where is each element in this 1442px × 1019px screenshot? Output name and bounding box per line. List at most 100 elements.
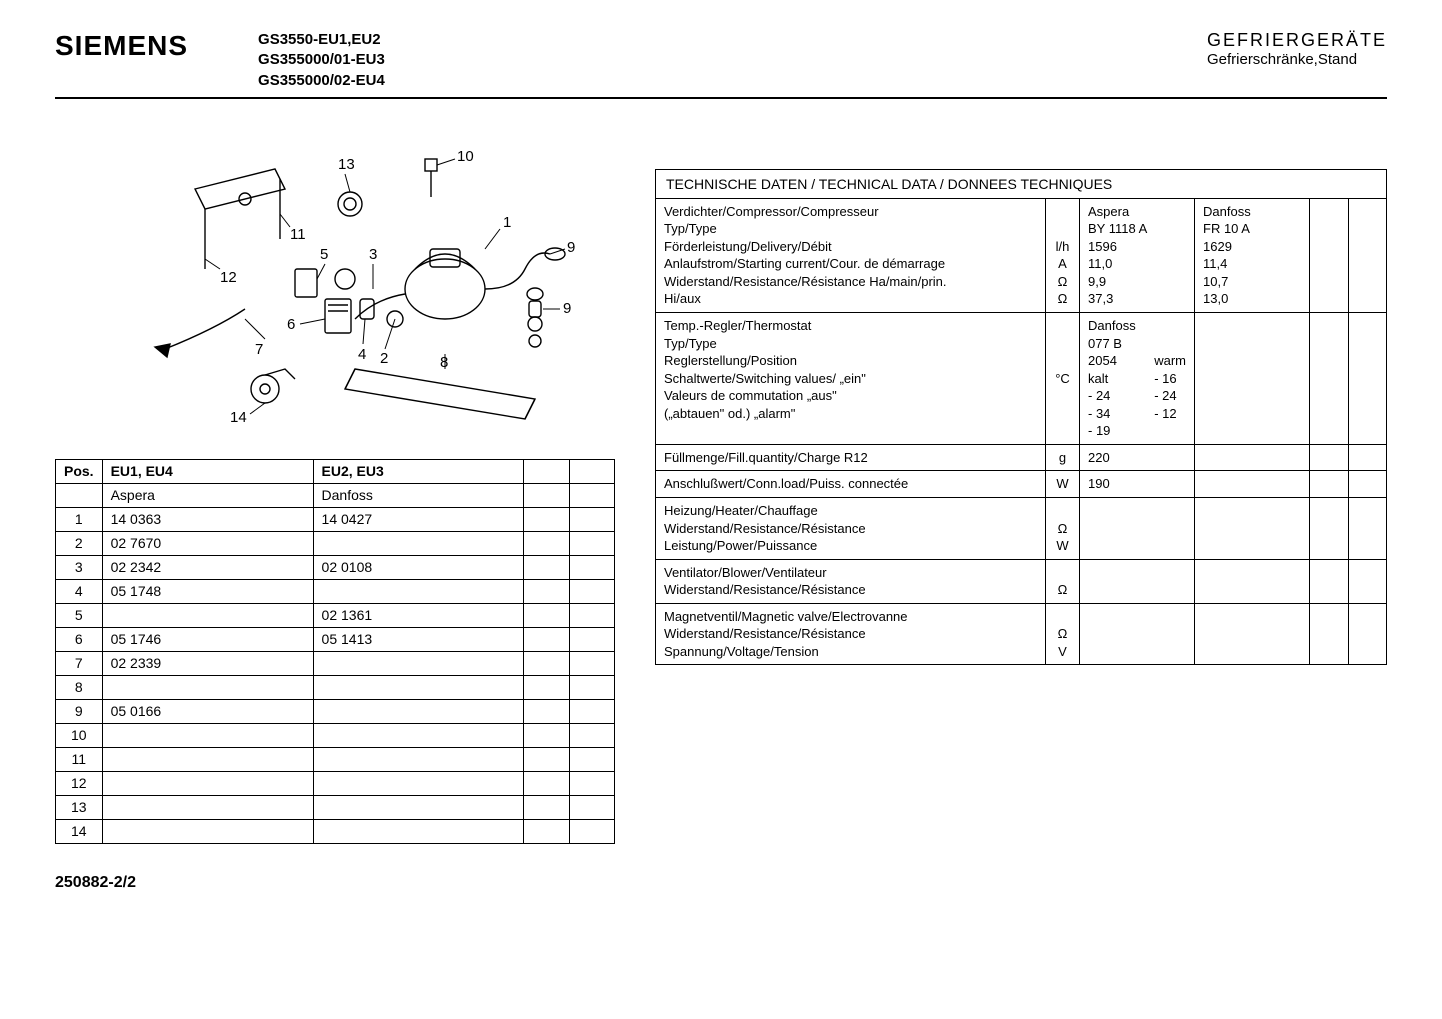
left-column: 1 2 3 4 5 6 7 8 9 [55, 119, 615, 844]
tech-val1: Aspera BY 1118 A 1596 11,0 9,9 37,3 [1080, 198, 1195, 312]
table-row: 202 7670 [56, 531, 615, 555]
tech-val2 [1195, 497, 1310, 559]
content-area: 1 2 3 4 5 6 7 8 9 [55, 119, 1387, 844]
table-row: 13 [56, 795, 615, 819]
col-eu2eu3: EU2, EU3 [313, 459, 524, 483]
tech-val2 [1195, 471, 1310, 498]
table-row: 14 [56, 819, 615, 843]
tech-label: Anschlußwert/Conn.load/Puiss. connectée [656, 471, 1046, 498]
tech-val1 [1080, 497, 1195, 559]
callout-1: 1 [503, 214, 511, 231]
tech-row: Heizung/Heater/Chauffage Widerstand/Resi… [656, 497, 1387, 559]
tech-val4 [1348, 471, 1387, 498]
tech-val2 [1195, 444, 1310, 471]
tech-val3 [1310, 471, 1349, 498]
callout-9b: 9 [563, 300, 571, 317]
callout-9a: 9 [567, 239, 575, 256]
tech-val4 [1348, 497, 1387, 559]
col-pos: Pos. [56, 459, 103, 483]
table-row: 114 036314 0427 [56, 507, 615, 531]
tech-label: Füllmenge/Fill.quantity/Charge R12 [656, 444, 1046, 471]
right-column: TECHNISCHE DATEN / TECHNICAL DATA / DONN… [655, 119, 1387, 844]
table-row: 8 [56, 675, 615, 699]
tech-val1: 220 [1080, 444, 1195, 471]
doc-category: GEFRIERGERÄTE [1207, 30, 1387, 51]
callout-4: 4 [358, 346, 366, 363]
tech-row: Anschlußwert/Conn.load/Puiss. connectéeW… [656, 471, 1387, 498]
tech-units: g [1046, 444, 1080, 471]
tech-val2 [1195, 603, 1310, 665]
tech-data-table: Verdichter/Compressor/Compresseur Typ/Ty… [655, 198, 1387, 666]
callout-10: 10 [457, 148, 474, 165]
tech-val3 [1310, 313, 1349, 445]
table-row: 11 [56, 747, 615, 771]
parts-subheader-row: Aspera Danfoss [56, 483, 615, 507]
model-numbers: GS3550-EU1,EU2 GS355000/01-EU3 GS355000/… [258, 30, 385, 91]
callout-6: 6 [287, 316, 295, 333]
col-eu1eu4: EU1, EU4 [102, 459, 313, 483]
tech-val2 [1195, 313, 1310, 445]
tech-val1: Danfoss 077 B 2054 kalt - 24 - 34 - 19 w… [1080, 313, 1195, 445]
tech-val3 [1310, 497, 1349, 559]
table-row: 405 1748 [56, 579, 615, 603]
tech-row: Füllmenge/Fill.quantity/Charge R12g220 [656, 444, 1387, 471]
tech-row: Ventilator/Blower/Ventilateur Widerstand… [656, 559, 1387, 603]
tech-row: Magnetventil/Magnetic valve/Electrovanne… [656, 603, 1387, 665]
header-left: SIEMENS GS3550-EU1,EU2 GS355000/01-EU3 G… [55, 30, 385, 91]
tech-units: Ω W [1046, 497, 1080, 559]
tech-val1 [1080, 559, 1195, 603]
tech-val4 [1348, 603, 1387, 665]
tech-label: Ventilator/Blower/Ventilateur Widerstand… [656, 559, 1046, 603]
page-header: SIEMENS GS3550-EU1,EU2 GS355000/01-EU3 G… [55, 30, 1387, 99]
tech-label: Verdichter/Compressor/Compresseur Typ/Ty… [656, 198, 1046, 312]
tech-label: Temp.-Regler/Thermostat Typ/Type Reglers… [656, 313, 1046, 445]
tech-label: Magnetventil/Magnetic valve/Electrovanne… [656, 603, 1046, 665]
table-row: 12 [56, 771, 615, 795]
callout-12: 12 [220, 269, 237, 286]
table-row: 605 174605 1413 [56, 627, 615, 651]
header-right: GEFRIERGERÄTE Gefrierschränke,Stand [1207, 30, 1387, 68]
tech-val4 [1348, 313, 1387, 445]
tech-val1 [1080, 603, 1195, 665]
tech-val1: 190 [1080, 471, 1195, 498]
table-row: 702 2339 [56, 651, 615, 675]
callout-7: 7 [255, 341, 263, 358]
tech-val3 [1310, 444, 1349, 471]
table-row: 905 0166 [56, 699, 615, 723]
callout-3: 3 [369, 246, 377, 263]
tech-val3 [1310, 559, 1349, 603]
tech-val4 [1348, 444, 1387, 471]
table-row: 302 234202 0108 [56, 555, 615, 579]
tech-units: °C [1046, 313, 1080, 445]
tech-row: Verdichter/Compressor/Compresseur Typ/Ty… [656, 198, 1387, 312]
page-number: 250882-2/2 [55, 874, 1387, 892]
tech-val3 [1310, 603, 1349, 665]
table-row: 10 [56, 723, 615, 747]
callout-13: 13 [338, 156, 355, 173]
callout-14: 14 [230, 409, 247, 426]
tech-units: l/h A Ω Ω [1046, 198, 1080, 312]
tech-units: W [1046, 471, 1080, 498]
tech-val3 [1310, 198, 1349, 312]
tech-val2 [1195, 559, 1310, 603]
tech-val4 [1348, 198, 1387, 312]
parts-header-row: Pos. EU1, EU4 EU2, EU3 [56, 459, 615, 483]
col-empty2 [569, 459, 614, 483]
col-empty1 [524, 459, 569, 483]
callout-8: 8 [440, 354, 448, 371]
brand-logo: SIEMENS [55, 30, 188, 62]
tech-table-title: TECHNISCHE DATEN / TECHNICAL DATA / DONN… [655, 169, 1387, 198]
doc-subcategory: Gefrierschränke,Stand [1207, 51, 1387, 68]
tech-units: Ω [1046, 559, 1080, 603]
tech-val4 [1348, 559, 1387, 603]
tech-units: Ω V [1046, 603, 1080, 665]
callout-5: 5 [320, 246, 328, 263]
callout-11: 11 [290, 226, 306, 243]
tech-label: Heizung/Heater/Chauffage Widerstand/Resi… [656, 497, 1046, 559]
callout-2: 2 [380, 350, 388, 367]
exploded-diagram: 1 2 3 4 5 6 7 8 9 [95, 119, 575, 439]
tech-val2: Danfoss FR 10 A 1629 11,4 10,7 13,0 [1195, 198, 1310, 312]
table-row: 502 1361 [56, 603, 615, 627]
parts-table: Pos. EU1, EU4 EU2, EU3 Aspera Danfoss 11… [55, 459, 615, 844]
tech-row: Temp.-Regler/Thermostat Typ/Type Reglers… [656, 313, 1387, 445]
